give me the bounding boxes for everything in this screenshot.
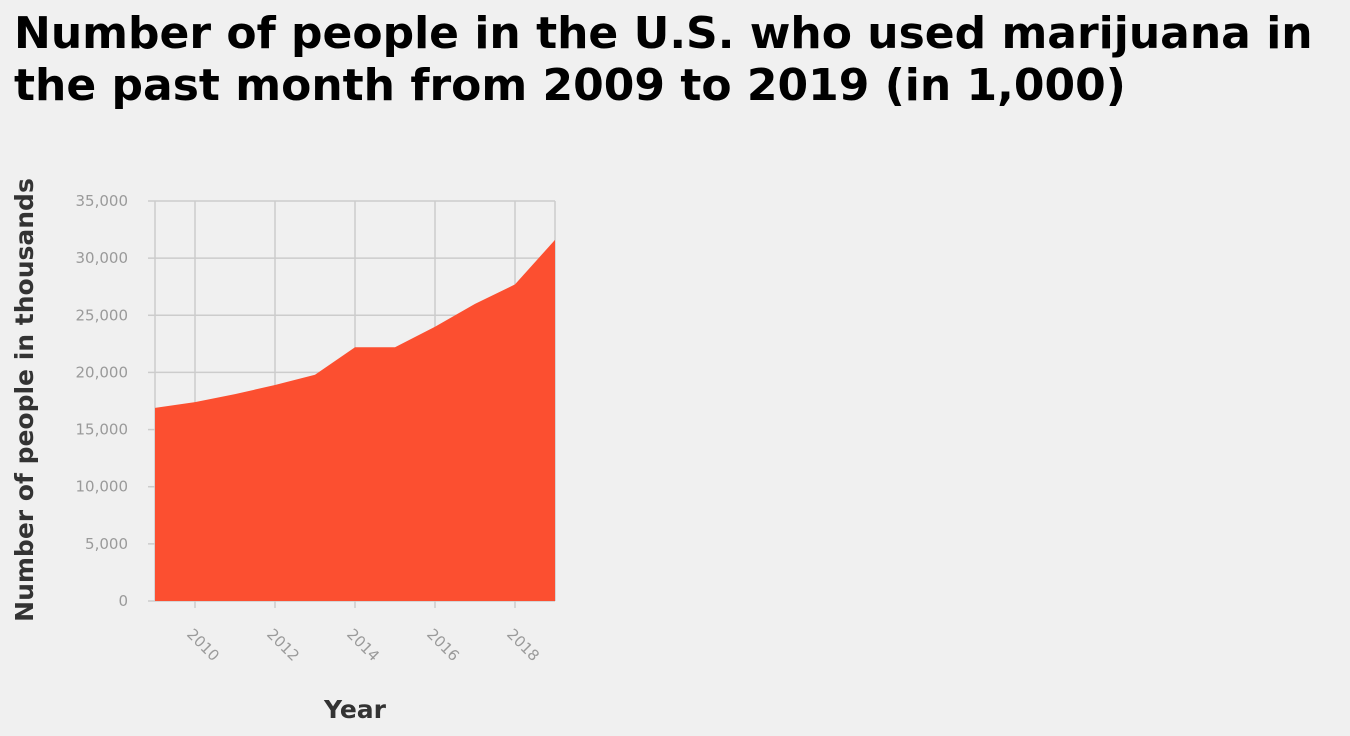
y-axis-title: Number of people in thousands [10, 178, 39, 622]
chart-title: Number of people in the U.S. who used ma… [14, 8, 1313, 111]
x-tick-label: 2010 [183, 625, 223, 665]
y-tick-label: 5,000 [85, 535, 128, 553]
y-tick-label: 0 [118, 592, 128, 610]
y-tick-label: 35,000 [76, 192, 129, 210]
x-axis: 2010 2012 2014 2016 2018 [183, 601, 543, 665]
y-tick-label: 25,000 [76, 306, 129, 324]
x-tick-label: 2016 [423, 625, 463, 665]
y-tick-label: 30,000 [76, 249, 129, 267]
x-axis-title: Year [323, 695, 387, 724]
area-series [155, 239, 555, 601]
x-tick-label: 2012 [263, 625, 303, 665]
x-tick-label: 2018 [503, 625, 543, 665]
x-tick-label: 2014 [343, 625, 383, 665]
y-tick-label: 20,000 [76, 363, 129, 381]
y-tick-label: 15,000 [76, 421, 129, 439]
y-tick-label: 10,000 [76, 478, 129, 496]
y-axis: 0 5,000 10,000 15,000 20,000 25,000 30,000 35,0… [76, 192, 155, 610]
